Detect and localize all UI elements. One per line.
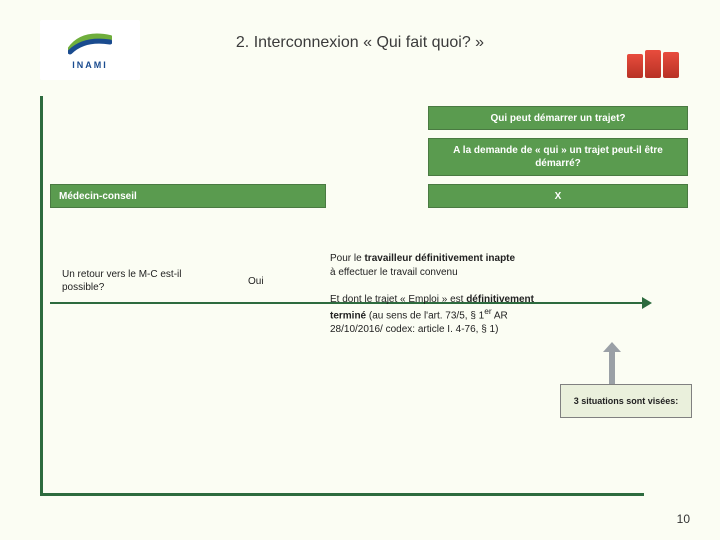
callout-box: 3 situations sont visées: [560, 384, 692, 418]
arrow-answer-label: Oui [248, 276, 264, 287]
page-title: 2. Interconnexion « Qui fait quoi? » [0, 34, 720, 52]
body-line3-prefix: Et dont le trajet « Emploi » est [330, 294, 466, 305]
puzzle-icon [622, 44, 684, 78]
body-line2: à effectuer le travail convenu [330, 267, 458, 278]
body-line1-bold: travailleur définitivement inapte [364, 253, 515, 264]
role-box-medecin-conseil: Médecin-conseil [50, 184, 326, 208]
arrow-question-label: Un retour vers le M-C est-il possible? [62, 268, 218, 294]
body-line3-sup: er [484, 306, 491, 316]
body-line3-suffix: (au sens de l'art. 73/5, § 1 [366, 310, 484, 321]
answer-box-x: X [428, 184, 688, 208]
page-number: 10 [677, 512, 690, 526]
arrow-head-icon [642, 297, 652, 309]
question-box-2: A la demande de « qui » un trajet peut-i… [428, 138, 688, 176]
question-box-1: Qui peut démarrer un trajet? [428, 106, 688, 130]
callout-connector-icon [609, 352, 615, 384]
logo-text: INAMI [72, 60, 108, 70]
body-paragraph: Pour le travailleur définitivement inapt… [330, 252, 548, 336]
body-line1-prefix: Pour le [330, 253, 364, 264]
